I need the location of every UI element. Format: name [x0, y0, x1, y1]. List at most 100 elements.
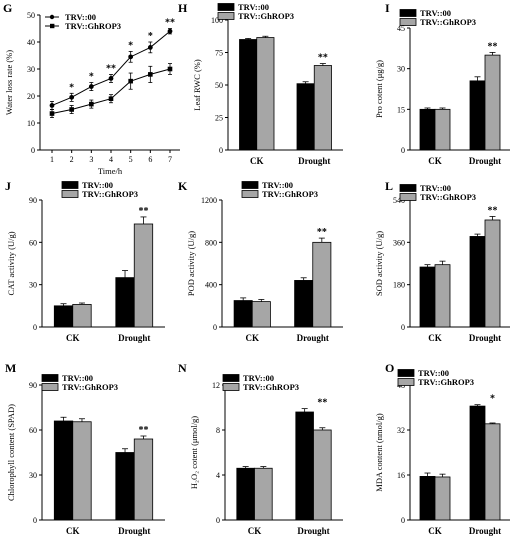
y-tick-label: 800: [205, 238, 217, 247]
y-tick-label: 8: [216, 426, 220, 435]
panel-letter: J: [5, 179, 11, 193]
category-label: Drought: [297, 526, 329, 536]
bar: [256, 37, 275, 151]
data-point-square: [148, 72, 153, 77]
legend-label: TRV::GhROP3: [62, 382, 118, 392]
data-point-square: [49, 111, 55, 116]
y-tick-label: 75: [215, 49, 223, 58]
y-tick-label: 40: [27, 38, 35, 47]
y-axis-label: Leaf RWC (%): [192, 59, 202, 111]
legend-label: TRV::GhROP3: [420, 17, 476, 27]
y-tick-label: 0: [401, 146, 405, 155]
legend-swatch: [61, 181, 79, 189]
y-tick-label: 50: [215, 81, 223, 90]
y-tick-label: 60: [29, 238, 37, 247]
legend-swatch: [399, 193, 417, 201]
legend-swatch: [399, 9, 417, 17]
legend-label: TRV::00: [418, 368, 449, 378]
bar: [484, 219, 501, 328]
category-label: CK: [250, 156, 264, 166]
bar: [484, 54, 501, 151]
significance-marker: **: [318, 53, 328, 64]
y-tick-label: 15: [397, 105, 405, 114]
y-tick-label: 0: [213, 323, 217, 332]
bar: [239, 39, 258, 151]
data-point-square: [108, 96, 114, 101]
y-tick-label: 360: [393, 238, 405, 247]
legend-label: TRV::00: [65, 12, 96, 22]
legend-swatch: [217, 12, 235, 20]
bar: [419, 476, 436, 521]
panel-l: L 0 180 360 540 SOD activity (U/g) CK Drought **…: [374, 179, 510, 343]
y-tick-label: 50: [27, 11, 35, 20]
category-label: CK: [248, 526, 262, 536]
panel-letter: M: [5, 361, 16, 375]
y-tick-label: 4: [216, 471, 220, 480]
legend-swatch: [397, 378, 415, 386]
y-axis-label: SOD activity (U/g): [374, 231, 384, 296]
data-point-square: [69, 107, 74, 112]
data-point-circle: [69, 94, 75, 100]
bar: [419, 266, 436, 328]
panel-letter: G: [3, 1, 12, 15]
legend-label: TRV::00: [420, 183, 451, 193]
y-tick-label: 0: [401, 516, 405, 525]
y-tick-label: 0: [219, 146, 223, 155]
bar: [254, 467, 273, 521]
y-axis-label: Pro cotent (μg/g): [374, 60, 384, 118]
bar: [294, 280, 314, 328]
panel-i: I 0 15 30 45 Pro cotent (μg/g) CK Drought ** TRV:…: [374, 1, 510, 166]
y-tick-label: 30: [29, 471, 37, 480]
bar: [115, 452, 135, 521]
category-label: CK: [66, 526, 80, 536]
data-point-square: [128, 78, 133, 84]
bar: [295, 411, 314, 521]
data-point-square: [89, 101, 94, 107]
bar: [469, 405, 486, 521]
y-tick-label: 30: [397, 65, 405, 74]
legend-label: TRV::GhROP3: [82, 189, 138, 199]
y-tick-label: 90: [29, 196, 37, 205]
significance-marker: **: [488, 205, 498, 216]
category-label: CK: [428, 526, 442, 536]
panel-letter: O: [385, 361, 394, 375]
y-tick-label: 1200: [201, 196, 217, 205]
bar: [313, 65, 332, 151]
significance-marker: *: [69, 82, 74, 93]
legend-label: TRV::00: [420, 8, 451, 18]
y-tick-label: 30: [29, 281, 37, 290]
y-axis-label: MDA content (nmol/g): [374, 413, 384, 492]
x-tick-label: 7: [168, 155, 172, 164]
legend-swatch: [61, 190, 79, 198]
panel-letter: L: [385, 179, 393, 193]
legend-label: TRV::00: [262, 180, 293, 190]
category-label: CK: [428, 333, 442, 343]
legend-label: TRV::GhROP3: [65, 21, 121, 31]
data-point-circle: [49, 103, 55, 108]
legend-square-marker: [50, 23, 55, 29]
legend-circle-marker: [49, 14, 55, 20]
x-axis-label: Time/h: [98, 166, 123, 176]
y-axis-label: CAT activity (U/g): [6, 231, 16, 295]
y-tick-label: 60: [29, 426, 37, 435]
legend-label: TRV::GhROP3: [243, 382, 299, 392]
bar: [434, 476, 451, 521]
significance-marker: *: [148, 31, 153, 42]
category-label: Drought: [118, 333, 150, 343]
category-label: Drought: [469, 156, 501, 166]
legend-label: TRV::GhROP3: [420, 192, 476, 202]
y-tick-label: 0: [216, 516, 220, 525]
bar: [72, 421, 92, 521]
panel-letter: I: [385, 1, 390, 15]
bar: [313, 429, 332, 521]
significance-marker: **: [106, 63, 116, 74]
category-label: Drought: [297, 333, 329, 343]
x-tick-label: 1: [50, 155, 54, 164]
y-tick-label: 400: [205, 281, 217, 290]
y-tick-label: 12: [212, 381, 220, 390]
legend-swatch: [41, 383, 59, 391]
panel-o: O0163248MDA content (nmol/g)CKDrought*TR…: [374, 361, 510, 536]
